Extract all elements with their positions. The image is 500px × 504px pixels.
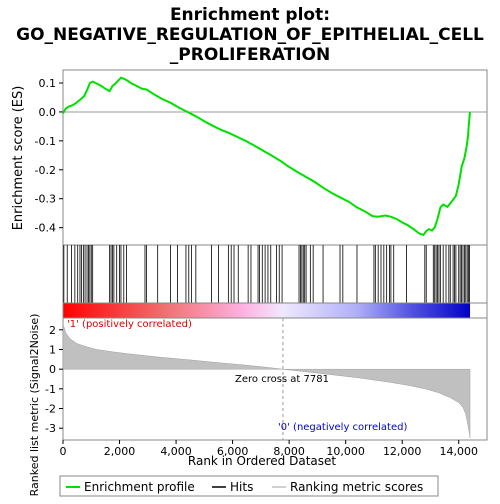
- title-line-2: GO_NEGATIVE_REGULATION_OF_EPITHELIAL_CEL…: [16, 25, 484, 45]
- metric-ytick-label: -1: [45, 383, 56, 396]
- x-axis: 0 2,000 4,000 6,000 8,000 10,000 12,000 14,000 …: [60, 440, 478, 468]
- negative-correlation-label: '0' (negatively correlated): [278, 422, 407, 433]
- ranked-list-heatbar: [63, 303, 471, 318]
- metric-panel: 2 1 0 -1 -2 -3 Zero cross at 7781 '1' (positi…: [28, 314, 488, 497]
- hits-panel: [62, 244, 488, 304]
- heatmap-panel: [62, 302, 488, 319]
- es-ytick-label: -0.2: [35, 164, 56, 177]
- hits-lines: [63, 245, 470, 303]
- metric-ytick-label: 2: [49, 324, 56, 337]
- x-tick-label: 6,000: [217, 445, 249, 458]
- x-tick-label: 14,000: [439, 445, 478, 458]
- es-panel: 0.1 0.0 -0.1 -0.2 -0.3 -0.4 Enrichment score …: [11, 69, 488, 246]
- es-ytick-label: 0.1: [39, 77, 57, 90]
- x-tick-label: 10,000: [326, 445, 365, 458]
- x-tick-label: 12,000: [383, 445, 422, 458]
- es-ytick-label: -0.1: [35, 135, 56, 148]
- metric-ytick-label: -2: [45, 403, 56, 416]
- legend-enrichment-label: Enrichment profile: [84, 480, 195, 494]
- es-ytick-label: -0.4: [35, 222, 56, 235]
- metric-ylabel: Ranked list metric (Signal2Noise): [28, 314, 41, 497]
- metric-ytick-label: -3: [45, 422, 56, 435]
- es-ytick-label: 0.0: [39, 106, 57, 119]
- es-y-ticks: 0.1 0.0 -0.1 -0.2 -0.3 -0.4: [35, 77, 63, 235]
- positive-correlation-label: '1' (positively correlated): [67, 319, 192, 330]
- metric-ytick-label: 1: [49, 343, 56, 356]
- legend-frame: [59, 475, 439, 497]
- ranking-metric-area: [62, 323, 471, 439]
- x-axis-label: Rank in Ordered Dataset: [188, 454, 336, 468]
- legend-hits-label: Hits: [230, 480, 253, 494]
- x-tick-label: 4,000: [160, 445, 192, 458]
- es-enrichment-line: [62, 76, 471, 237]
- legend: Enrichment profile Hits Ranking metric s…: [59, 475, 439, 497]
- metric-ytick-label: 0: [49, 363, 56, 376]
- es-ylabel: Enrichment score (ES): [11, 86, 26, 231]
- x-tick-label: 2,000: [104, 445, 136, 458]
- metric-y-ticks: 2 1 0 -1 -2 -3: [45, 324, 63, 435]
- title-line-1: Enrichment plot:: [170, 5, 330, 25]
- legend-metric-label: Ranking metric scores: [290, 480, 423, 494]
- title-line-3: _PROLIFERATION: [170, 45, 330, 65]
- x-ticks: 0 2,000 4,000 6,000 8,000 10,000 12,000 14,000: [60, 440, 478, 458]
- hits-frame: [62, 244, 488, 304]
- zero-cross-label: Zero cross at 7781: [235, 374, 329, 385]
- es-ytick-label: -0.3: [35, 193, 56, 206]
- x-tick-label: 0: [60, 445, 67, 458]
- x-tick-label: 8,000: [273, 445, 305, 458]
